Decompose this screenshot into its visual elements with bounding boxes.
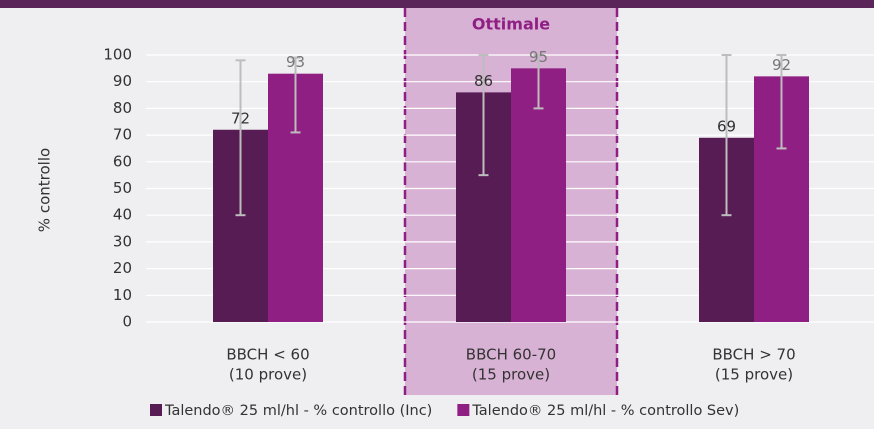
data-label: 93: [286, 53, 305, 71]
y-tick-label: 100: [103, 46, 132, 64]
top-band: [0, 0, 874, 8]
y-tick-label: 50: [113, 179, 132, 197]
y-tick-label: 30: [113, 232, 132, 250]
y-tick-label: 20: [113, 259, 132, 277]
y-axis-title: % controllo: [36, 148, 54, 232]
data-label: 72: [231, 109, 250, 127]
legend-swatch: [150, 404, 162, 416]
data-label: 86: [474, 72, 493, 90]
y-tick-label: 90: [113, 72, 132, 90]
x-tick-sublabel: (15 prove): [715, 366, 793, 384]
y-tick-label: 80: [113, 99, 132, 117]
x-tick-label: BBCH < 60: [226, 346, 309, 364]
x-tick-sublabel: (15 prove): [472, 366, 550, 384]
y-tick-label: 10: [113, 286, 132, 304]
legend-label: Talendo® 25 ml/hl - % controllo (Inc): [164, 403, 432, 419]
legend-label: Talendo® 25 ml/hl - % controllo Sev): [471, 403, 739, 419]
y-tick-label: 60: [113, 152, 132, 170]
x-tick-sublabel: (10 prove): [229, 366, 307, 384]
y-tick-label: 70: [113, 126, 132, 144]
x-tick-label: BBCH > 70: [712, 346, 795, 364]
data-label: 92: [772, 56, 791, 74]
data-label: 69: [717, 117, 736, 135]
bar: [511, 68, 566, 322]
x-tick-label: BBCH 60-70: [466, 346, 556, 364]
y-tick-label: 40: [113, 206, 132, 224]
highlight-label: Ottimale: [472, 15, 550, 34]
data-label: 95: [529, 48, 548, 66]
legend-swatch: [457, 404, 470, 416]
y-tick-label: 0: [122, 313, 132, 331]
